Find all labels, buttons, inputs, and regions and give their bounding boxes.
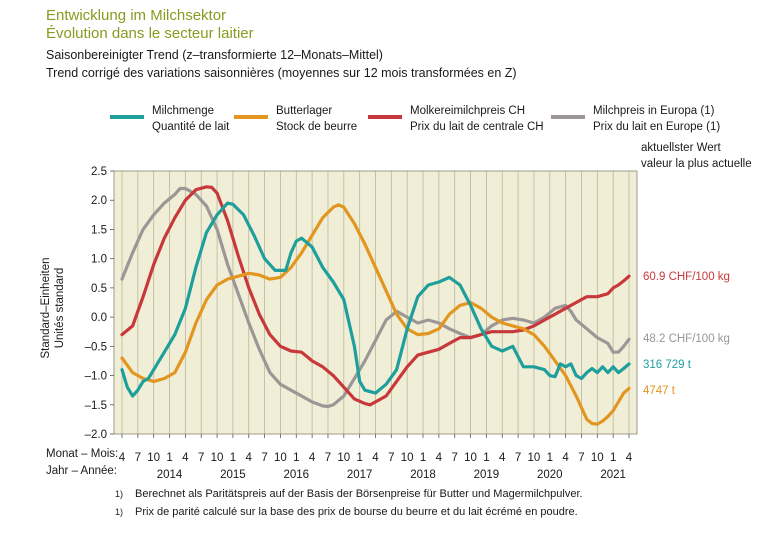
x-tick-label-month: 4 xyxy=(499,452,506,464)
x-tick-label-month: 7 xyxy=(325,452,331,464)
latest-value-butterlager: 4747 t xyxy=(643,385,675,397)
footnote-de: 1) Berechnet als Paritätspreis auf der Ba… xyxy=(115,488,583,500)
x-tick-label-month: 1 xyxy=(483,452,489,464)
year-row-label: Jahr – Année: xyxy=(46,465,117,477)
series-line-milchmenge xyxy=(120,201,631,398)
legend-label-molkereimilchpreis-fr: Prix du lait de centrale CH xyxy=(410,121,544,133)
y-tick-label: 0.0 xyxy=(91,312,107,324)
x-tick-label-month: 1 xyxy=(547,452,553,464)
plot-frame xyxy=(113,170,638,435)
y-tick-label: 0.5 xyxy=(91,283,107,295)
x-tick-label-month: 4 xyxy=(246,452,253,464)
x-tick-label-year: 2019 xyxy=(474,469,500,481)
x-tick-label-year: 2015 xyxy=(220,469,246,481)
x-tick-label-month: 4 xyxy=(436,452,443,464)
x-tick-label-month: 7 xyxy=(452,452,458,464)
legend-swatch-milchpreis-europa xyxy=(551,115,585,119)
x-tick-label-month: 1 xyxy=(420,452,426,464)
chart-subtitle-fr: Trend corrigé des variations saisonnière… xyxy=(46,66,517,80)
x-tick-label-month: 1 xyxy=(610,452,616,464)
x-tick-label-month: 1 xyxy=(356,452,362,464)
x-tick-label-month: 10 xyxy=(401,452,414,464)
legend-label-milchmenge-fr: Quantité de lait xyxy=(152,121,230,133)
latest-value-header-de: aktuellster Wert xyxy=(641,142,721,154)
footnote-marker-fr: 1) xyxy=(115,507,124,517)
x-tick-label-month: 10 xyxy=(337,452,350,464)
footnote-text-de: Berechnet als Paritätspreis auf der Basi… xyxy=(135,488,583,500)
x-tick-label-month: 1 xyxy=(166,452,172,464)
x-tick-label-month: 10 xyxy=(591,452,604,464)
x-tick-label-month: 4 xyxy=(562,452,569,464)
x-tick-label-month: 7 xyxy=(578,452,584,464)
series-line-molkereimilchpreis-ch xyxy=(120,185,631,407)
y-tick-label: –1.5 xyxy=(85,400,107,412)
y-tick-label: –0.5 xyxy=(85,341,107,353)
month-row-label: Monat – Mois: xyxy=(46,448,119,460)
x-tick-label-month: 4 xyxy=(626,452,633,464)
x-tick-label-year: 2016 xyxy=(283,469,309,481)
x-tick-label-month: 4 xyxy=(182,452,189,464)
x-tick-label-year: 2017 xyxy=(347,469,373,481)
x-tick-label-year: 2014 xyxy=(157,469,183,481)
x-tick-label-year: 2018 xyxy=(410,469,436,481)
x-tick-label-month: 10 xyxy=(147,452,160,464)
x-tick-label-month: 10 xyxy=(528,452,541,464)
chart-subtitle-de: Saisonbereinigter Trend (z–transformiert… xyxy=(46,48,383,62)
chart-title-de: Entwicklung im Milchsektor xyxy=(46,7,227,24)
y-tick-label: –2.0 xyxy=(85,429,107,441)
y-tick-label: 2.0 xyxy=(91,195,107,207)
legend-label-milchmenge: Milchmenge xyxy=(152,105,214,117)
footnote-marker-de: 1) xyxy=(115,489,124,499)
x-tick-label-year: 2021 xyxy=(600,469,626,481)
x-tick-label-month: 7 xyxy=(388,452,394,464)
legend-swatch-molkereimilchpreis xyxy=(368,115,402,119)
legend-label-butterlager: Butterlager xyxy=(276,105,333,117)
x-tick-label-month: 7 xyxy=(515,452,521,464)
x-tick-label-month: 10 xyxy=(464,452,477,464)
y-tick-label: –1.0 xyxy=(85,371,107,383)
legend-swatch-butterlager xyxy=(234,115,268,119)
x-tick-label-month: 10 xyxy=(274,452,287,464)
x-tick-label-month: 1 xyxy=(230,452,236,464)
footnote-text-fr: Prix de parité calculé sur la base des p… xyxy=(135,506,578,518)
latest-value-milchpreis-europa: 48.2 CHF/100 kg xyxy=(643,333,730,345)
x-tick-label-month: 7 xyxy=(198,452,204,464)
x-tick-label-month: 10 xyxy=(211,452,224,464)
latest-value-header-fr: valeur la plus actuelle xyxy=(641,158,752,170)
latest-value-molkereimilchpreis: 60.9 CHF/100 kg xyxy=(643,271,730,283)
y-tick-label: 1.5 xyxy=(91,224,107,236)
x-tick-label-month: 4 xyxy=(309,452,316,464)
latest-value-milchmenge: 316 729 t xyxy=(643,359,691,371)
x-tick-label-month: 4 xyxy=(119,452,126,464)
legend-label-milchpreis-europa-fr: Prix du lait en Europe (1) xyxy=(593,121,721,133)
y-tick-label: 2.5 xyxy=(91,166,107,178)
series-line-butterlager xyxy=(120,203,631,426)
x-tick-label-month: 7 xyxy=(135,452,141,464)
legend-label-butterlager-fr: Stock de beurre xyxy=(276,121,358,133)
legend-label-milchpreis-europa: Milchpreis in Europa (1) xyxy=(593,105,715,117)
x-tick-label-month: 4 xyxy=(372,452,379,464)
chart-title-fr: Évolution dans le secteur laitier xyxy=(46,25,254,42)
footnote-fr: 1) Prix de parité calculé sur la base des… xyxy=(115,506,578,518)
legend-swatch-milchmenge xyxy=(110,115,144,119)
x-tick-label-month: 1 xyxy=(293,452,299,464)
x-tick-label-year: 2020 xyxy=(537,469,563,481)
x-tick-label-month: 7 xyxy=(261,452,267,464)
latest-value-header: aktuellster Wert valeur la plus actuelle xyxy=(641,140,752,172)
y-tick-label: 1.0 xyxy=(91,254,107,266)
legend-label-molkereimilchpreis: Molkereimilchpreis CH xyxy=(410,105,526,117)
